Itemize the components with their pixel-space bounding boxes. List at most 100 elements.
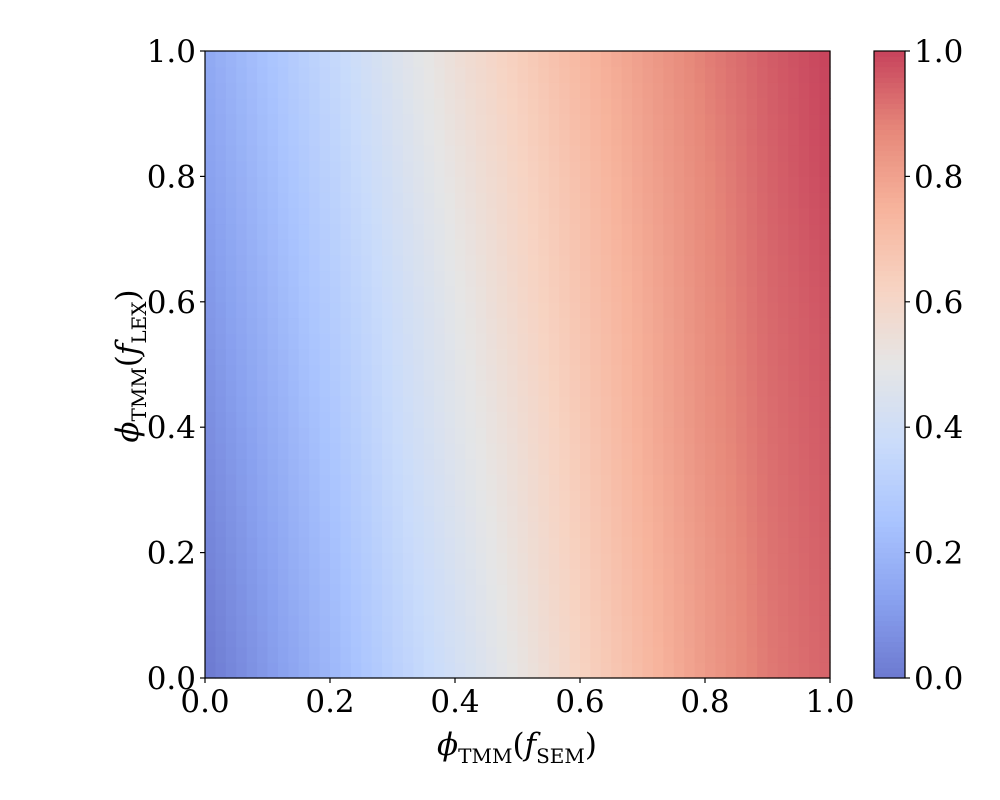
heatmap-cell <box>777 129 789 146</box>
heatmap-cell <box>590 192 602 209</box>
heatmap-cell <box>288 66 300 83</box>
heatmap-cell <box>277 176 289 193</box>
heatmap-cell <box>298 98 310 115</box>
heatmap-cell <box>777 442 789 460</box>
colorbar-strip <box>874 667 905 674</box>
heatmap-cell <box>392 505 404 522</box>
heatmap-cell <box>309 301 321 319</box>
heatmap-cell <box>309 646 321 663</box>
heatmap-cell <box>621 145 633 162</box>
heatmap-cell <box>559 568 571 585</box>
heatmap-cell <box>736 615 748 632</box>
heatmap-cell <box>402 145 414 162</box>
heatmap-cell <box>538 474 550 491</box>
heatmap-cell <box>392 207 404 225</box>
heatmap-cell <box>580 599 592 616</box>
heatmap-cell <box>205 364 217 381</box>
heatmap-cell <box>548 521 560 538</box>
heatmap-cell <box>330 82 342 99</box>
heatmap-cell <box>694 113 706 130</box>
heatmap-cell <box>205 301 217 319</box>
heatmap-cell <box>444 599 456 616</box>
heatmap-cell <box>527 442 539 460</box>
heatmap-cell <box>215 207 227 225</box>
heatmap-cell <box>486 489 498 507</box>
heatmap-cell <box>413 474 425 491</box>
heatmap-cell <box>371 364 383 381</box>
heatmap-cell <box>288 333 300 350</box>
heatmap-cell <box>413 270 425 287</box>
heatmap-cell <box>694 427 706 444</box>
heatmap-cell <box>371 207 383 225</box>
heatmap-cell <box>517 505 529 522</box>
heatmap-cell <box>309 583 321 601</box>
heatmap-cell <box>642 66 654 83</box>
heatmap-cell <box>371 646 383 663</box>
heatmap-cell <box>288 223 300 240</box>
heatmap-cell <box>475 160 487 177</box>
heatmap-cell <box>319 599 331 616</box>
heatmap-cell <box>465 427 477 444</box>
heatmap-cell <box>465 286 477 303</box>
heatmap-cell <box>788 615 800 632</box>
heatmap-cell <box>225 552 237 569</box>
heatmap-cell <box>621 254 633 272</box>
heatmap-cell <box>819 615 831 632</box>
y-label-symbol: ϕ <box>110 421 146 442</box>
heatmap-cell <box>788 129 800 146</box>
heatmap-cell <box>382 333 394 350</box>
heatmap-cell <box>267 662 279 679</box>
heatmap-cell <box>517 207 529 225</box>
heatmap-cell <box>767 427 779 444</box>
heatmap-cell <box>725 254 737 272</box>
colorbar-strip <box>874 479 905 486</box>
heatmap-cell <box>652 192 664 209</box>
heatmap-cell <box>350 207 362 225</box>
heatmap-cell <box>736 568 748 585</box>
heatmap-cell <box>350 568 362 585</box>
heatmap-cell <box>246 568 258 585</box>
heatmap-cell <box>392 552 404 569</box>
colorbar-strip <box>874 505 905 512</box>
heatmap-cell <box>809 505 821 522</box>
heatmap-cell <box>382 489 394 507</box>
heatmap-cell <box>652 98 664 115</box>
heatmap-cell <box>455 286 467 303</box>
heatmap-cell <box>580 160 592 177</box>
heatmap-cell <box>715 489 727 507</box>
heatmap-cell <box>350 333 362 350</box>
colorbar-strip <box>874 296 905 303</box>
heatmap-cell <box>527 552 539 569</box>
heatmap-cell <box>486 160 498 177</box>
heatmap-cell <box>205 662 217 679</box>
heatmap-cell <box>694 568 706 585</box>
heatmap-cell <box>527 489 539 507</box>
heatmap-cell <box>350 615 362 632</box>
heatmap-cell <box>694 270 706 287</box>
heatmap-cell <box>621 348 633 366</box>
heatmap-cell <box>298 82 310 99</box>
heatmap-cell <box>236 583 248 601</box>
heatmap-cell <box>455 223 467 240</box>
heatmap-cell <box>205 474 217 491</box>
heatmap-cell <box>684 380 696 397</box>
heatmap-cell <box>538 98 550 115</box>
heatmap-cell <box>402 489 414 507</box>
heatmap-cell <box>798 583 810 601</box>
heatmap-cell <box>663 615 675 632</box>
heatmap-cell <box>517 380 529 397</box>
heatmap-cell <box>465 66 477 83</box>
heatmap-cell <box>496 145 508 162</box>
heatmap-cell <box>236 599 248 616</box>
heatmap-cell <box>559 364 571 381</box>
heatmap-cell <box>267 207 279 225</box>
heatmap-cell <box>423 552 435 569</box>
heatmap-cell <box>371 176 383 193</box>
heatmap-cell <box>298 380 310 397</box>
heatmap-cell <box>777 646 789 663</box>
heatmap-cell <box>559 458 571 475</box>
heatmap-cell <box>402 113 414 130</box>
heatmap-cell <box>465 521 477 538</box>
heatmap-cell <box>569 427 581 444</box>
colorbar-strip <box>874 223 905 230</box>
